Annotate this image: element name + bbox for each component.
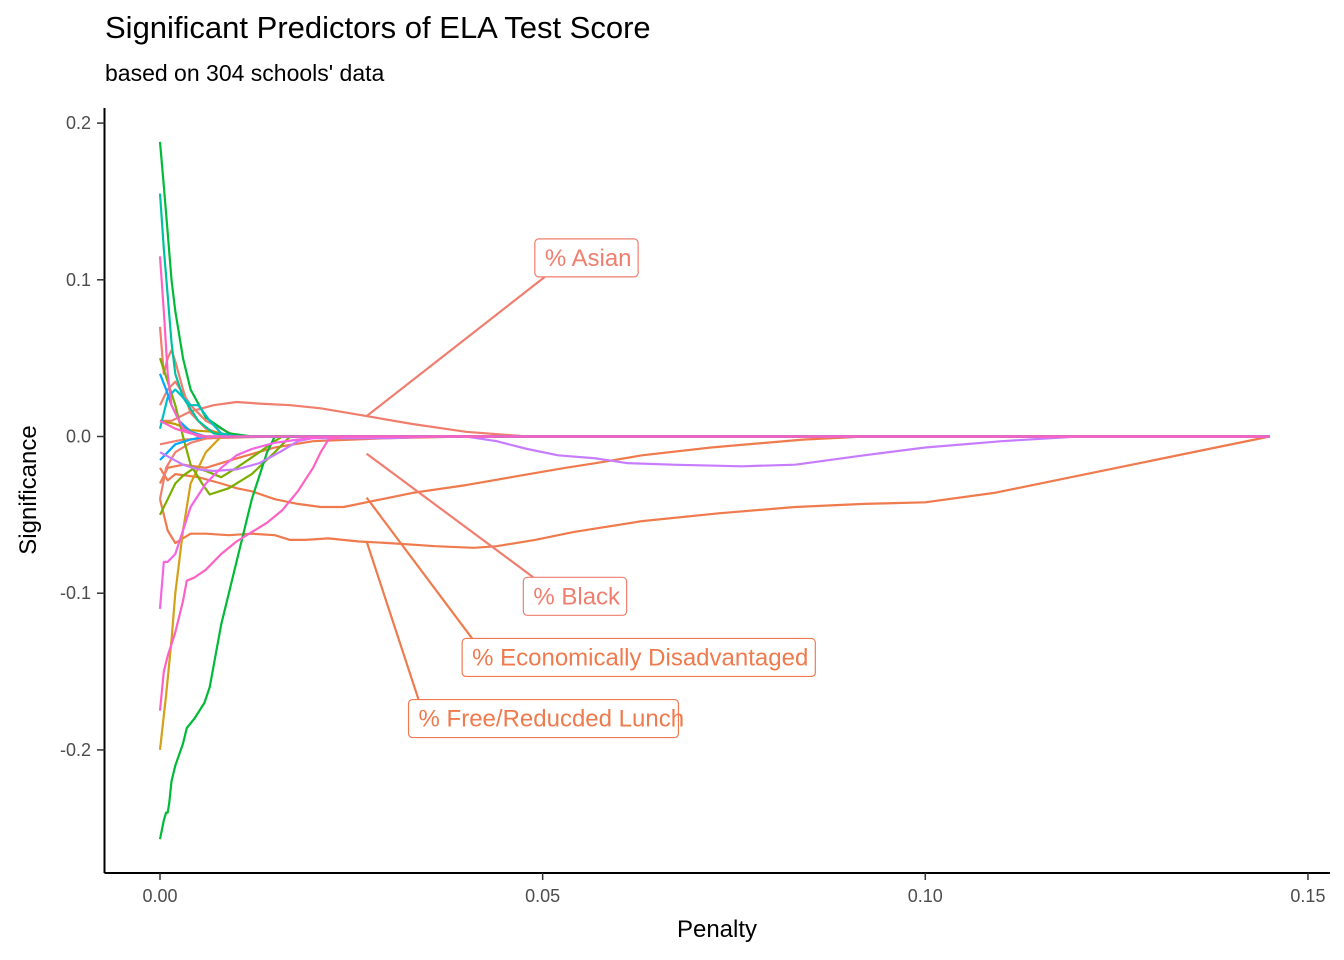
annotation-leader-3 (365, 496, 474, 640)
series-line-10 (159, 419, 1270, 438)
series-line-22 (158, 435, 1270, 711)
series-line-9 (158, 435, 1270, 751)
series-line-19 (159, 435, 1270, 473)
x-axis-title: Penalty (677, 916, 757, 943)
x-tick-label: 0.10 (908, 886, 943, 906)
y-tick-label: -0.2 (60, 740, 91, 760)
annotation-box-1 (534, 238, 639, 278)
annotation-leader-2 (365, 452, 534, 579)
series-line-17 (158, 373, 1270, 438)
axis-layer (103, 108, 1330, 874)
annotation-box-2 (522, 576, 628, 616)
annotation-leader-1 (365, 275, 546, 417)
series-line-3 (159, 435, 1270, 509)
series-line-21 (158, 435, 1270, 609)
y-tick-label: 0.2 (66, 113, 91, 133)
series-line-7 (158, 435, 1270, 500)
annotation-label-4: % Free/Reducded Lunch (419, 706, 685, 733)
series-line-16 (158, 388, 1270, 438)
series-line-6 (158, 326, 1270, 438)
x-tick-label: 0.15 (1290, 886, 1325, 906)
annotation-label-3: % Economically Disadvantaged (472, 644, 808, 671)
y-tick-label: 0.0 (66, 427, 91, 447)
annotation-layer: % Asian % Black % Economically Disadvantag… (365, 238, 816, 739)
series-line-13 (158, 141, 1270, 438)
x-tick-label: 0.00 (142, 886, 177, 906)
annotation-box-4 (407, 698, 680, 739)
series-line-20 (158, 256, 1270, 438)
series-line-15 (158, 193, 1270, 438)
tick-layer: 0.00 0.05 0.10 0.15 0.2 0.1 0.0 -0.1 -0.2 (60, 113, 1326, 906)
annotation-box-3 (461, 637, 816, 678)
chart-title: Significant Predictors of ELA Test Score (105, 10, 651, 45)
chart-subtitle: based on 304 schools' data (105, 60, 385, 86)
x-tick-label: 0.05 (525, 886, 560, 906)
y-tick-label: -0.1 (60, 583, 91, 603)
annotation-label-1: % Asian (545, 245, 632, 272)
annotation-label-2: % Black (533, 583, 621, 610)
y-tick-label: 0.1 (66, 270, 91, 290)
series-line-1 (160, 400, 1270, 438)
series-line-14 (158, 435, 1270, 840)
annotation-leader-4 (365, 541, 420, 700)
series-line-12 (158, 357, 1270, 496)
y-axis-title: Significance (15, 425, 42, 554)
series-line-23 (159, 419, 1270, 438)
series-layer (158, 141, 1270, 840)
series-line-4 (158, 435, 1270, 549)
